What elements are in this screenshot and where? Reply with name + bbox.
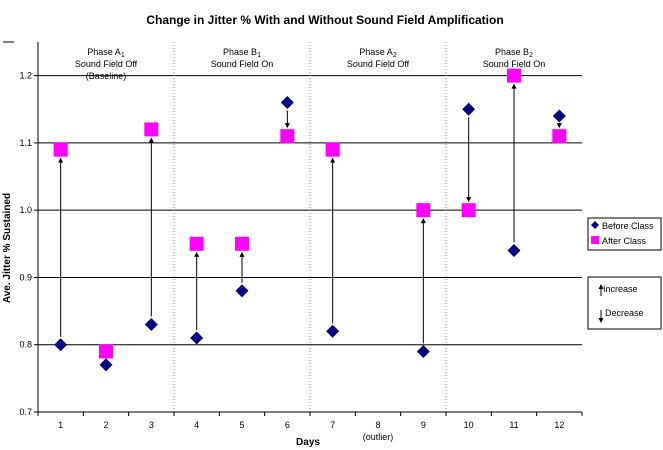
before-class-point xyxy=(552,109,566,123)
before-class-point xyxy=(280,96,294,110)
change-arrow-head xyxy=(58,157,64,163)
phase-label: (Baseline) xyxy=(86,71,127,81)
after-class-point xyxy=(53,142,68,157)
change-arrow-head xyxy=(194,251,200,257)
x-tick-label: 9 xyxy=(421,420,426,430)
plot-background xyxy=(38,42,582,412)
decrease-label: Decrease xyxy=(605,308,644,318)
before-class-point xyxy=(416,344,430,358)
chart-title: Change in Jitter % With and Without Soun… xyxy=(146,13,503,27)
before-class-point xyxy=(190,331,204,345)
legend-before-label: Before Class xyxy=(602,221,654,231)
legend-after-marker xyxy=(591,236,599,244)
after-class-point xyxy=(507,68,521,83)
legend-box xyxy=(587,217,662,251)
increase-label: Increase xyxy=(603,284,638,294)
change-arrow-head xyxy=(239,251,245,257)
change-arrow-head xyxy=(148,137,154,143)
phase-label: Phase A1 xyxy=(87,47,125,59)
change-arrow-head xyxy=(420,218,426,224)
phase-label: Sound Field On xyxy=(483,59,546,69)
after-class-point xyxy=(416,203,431,218)
decrease-arrow-icon xyxy=(598,318,604,323)
before-class-point xyxy=(326,324,340,338)
x-tick-label: 5 xyxy=(239,420,244,430)
y-axis-label: Ave. Jitter % Sustained xyxy=(2,193,13,303)
phase-label: Phase B2 xyxy=(495,47,533,59)
series-legend: Before Class After Class xyxy=(587,217,662,251)
x-tick-label: 10 xyxy=(464,420,474,430)
after-class-point xyxy=(144,122,159,137)
after-class-point xyxy=(189,236,204,251)
change-arrow-head xyxy=(466,197,472,203)
phase-label: Sound Field On xyxy=(211,59,274,69)
x-tick-label: 1 xyxy=(58,420,63,430)
y-tick-label: 1.0 xyxy=(19,205,32,215)
x-tick-label: 2 xyxy=(103,420,108,430)
after-class-point xyxy=(99,344,113,359)
before-class-point xyxy=(99,358,113,372)
phase-label: Phase B1 xyxy=(223,47,261,59)
outlier-note: (outlier) xyxy=(363,432,394,442)
x-tick-label: 3 xyxy=(149,420,154,430)
change-arrow-head xyxy=(511,83,517,89)
after-class-point xyxy=(325,142,340,157)
x-tick-label: 8 xyxy=(375,420,380,430)
change-arrow-head xyxy=(330,157,336,163)
phase-label: Sound Field Off xyxy=(347,59,410,69)
legend-after-label: After Class xyxy=(602,236,647,246)
phase-label: Phase A2 xyxy=(359,47,397,59)
before-class-point xyxy=(144,318,158,332)
x-tick-label: 12 xyxy=(554,420,564,430)
legend-before-marker xyxy=(591,221,599,229)
y-tick-label: 0.8 xyxy=(19,340,32,350)
after-class-point xyxy=(235,236,249,251)
x-axis-label: Days xyxy=(296,437,320,448)
x-tick-label: 6 xyxy=(285,420,290,430)
after-class-point xyxy=(552,129,567,144)
before-class-point xyxy=(54,338,68,352)
x-tick-label: 7 xyxy=(330,420,335,430)
before-class-point xyxy=(462,102,476,116)
y-tick-label: 1.2 xyxy=(19,71,32,81)
phase-label: Sound Field Off xyxy=(75,59,138,69)
after-class-point xyxy=(280,129,295,144)
change-arrow-head xyxy=(556,123,562,129)
y-tick-label: 1.1 xyxy=(19,138,32,148)
x-tick-label: 4 xyxy=(194,420,199,430)
before-class-point xyxy=(235,284,249,298)
increase-arrow-icon xyxy=(598,284,604,289)
before-class-point xyxy=(507,244,521,258)
after-class-point xyxy=(461,203,476,218)
y-tick-label: 0.7 xyxy=(19,407,32,417)
change-arrow-head xyxy=(284,123,290,129)
arrow-legend: Increase Decrease xyxy=(587,276,662,330)
y-tick-label: 0.9 xyxy=(19,272,32,282)
x-tick-label: 11 xyxy=(509,420,518,430)
